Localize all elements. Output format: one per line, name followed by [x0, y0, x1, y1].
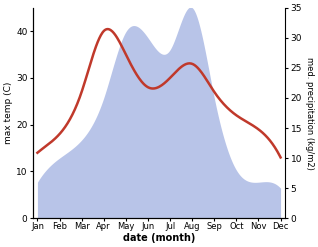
Y-axis label: med. precipitation (kg/m2): med. precipitation (kg/m2): [305, 57, 314, 169]
X-axis label: date (month): date (month): [123, 233, 195, 243]
Y-axis label: max temp (C): max temp (C): [4, 82, 13, 144]
